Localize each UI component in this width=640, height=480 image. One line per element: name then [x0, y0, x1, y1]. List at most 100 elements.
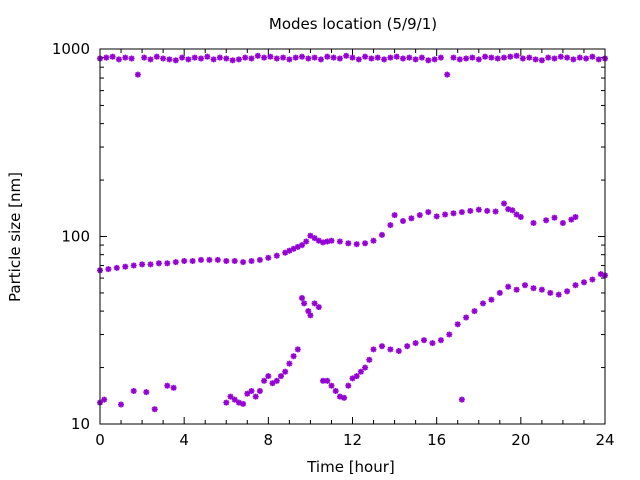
data-point [424, 56, 433, 65]
data-point [563, 287, 571, 296]
data-point [205, 256, 214, 264]
data-point [140, 53, 148, 62]
data-point [354, 55, 363, 64]
data-point [264, 372, 273, 380]
data-point [481, 52, 489, 61]
data-point [129, 387, 138, 395]
data-point [285, 359, 294, 368]
data-points [96, 51, 609, 414]
data-point [556, 52, 565, 61]
data-point [569, 55, 578, 64]
data-point [418, 53, 426, 62]
data-point [169, 383, 178, 392]
data-point [146, 55, 155, 64]
data-point [165, 55, 174, 64]
data-point [222, 54, 231, 63]
data-point [378, 231, 386, 239]
data-point [222, 257, 231, 265]
y-tick-label: 10 [71, 415, 90, 433]
data-point [580, 278, 588, 287]
data-point [214, 256, 222, 264]
data-point [521, 281, 529, 290]
data-point [336, 237, 344, 246]
data-point [327, 236, 336, 245]
x-tick-label: 16 [427, 431, 446, 449]
data-point [230, 395, 239, 404]
data-point [399, 54, 407, 63]
data-point [289, 352, 298, 361]
data-point [466, 207, 475, 215]
y-tick-label: 100 [61, 228, 90, 246]
data-point [491, 207, 500, 216]
data-point [493, 54, 502, 63]
data-point [468, 53, 477, 62]
data-point [415, 211, 424, 219]
data-point [361, 239, 369, 248]
data-point [239, 400, 247, 408]
data-point [230, 257, 239, 265]
data-point [298, 294, 306, 302]
data-point [420, 336, 428, 345]
data-point [588, 275, 597, 284]
data-point [571, 213, 580, 221]
data-point [407, 214, 416, 223]
data-point [373, 53, 382, 62]
data-point [365, 355, 374, 364]
data-point [386, 221, 395, 229]
data-point [235, 55, 243, 64]
data-point [222, 398, 231, 407]
data-point [546, 289, 555, 297]
data-point [159, 54, 167, 63]
data-point [102, 53, 111, 62]
data-point [342, 51, 351, 60]
data-point [571, 281, 580, 290]
data-point [443, 70, 452, 79]
data-point [428, 339, 437, 347]
x-axis-label: Time [hour] [306, 458, 395, 476]
data-point [281, 367, 290, 376]
data-point [474, 55, 483, 64]
data-point [317, 55, 325, 64]
data-point [291, 53, 300, 62]
data-point [272, 54, 281, 63]
data-point [575, 53, 584, 62]
data-point [529, 284, 538, 293]
data-point [298, 52, 306, 61]
data-point [378, 342, 386, 351]
data-point [310, 53, 319, 62]
data-point [178, 53, 186, 62]
data-point [403, 342, 412, 351]
data-point [197, 54, 205, 63]
data-point [188, 257, 197, 265]
data-point [455, 55, 464, 64]
data-point [538, 285, 546, 294]
data-point [542, 216, 550, 225]
data-point [142, 388, 151, 396]
data-point [172, 258, 180, 266]
data-point [184, 55, 193, 64]
data-point [180, 257, 188, 265]
y-axis-label: Particle size [nm] [6, 172, 24, 302]
data-point [134, 70, 142, 79]
data-point [153, 52, 161, 61]
data-point [146, 260, 155, 269]
data-point [361, 52, 369, 61]
data-point [369, 345, 378, 354]
x-tick-label: 0 [95, 431, 105, 449]
data-point [449, 209, 458, 218]
data-point [474, 205, 483, 214]
data-point [550, 213, 559, 222]
data-point [336, 54, 344, 63]
data-point [405, 53, 414, 62]
data-point [437, 53, 445, 62]
data-point [411, 55, 420, 64]
plot-frame [99, 48, 606, 425]
data-point [441, 210, 449, 219]
data-point [172, 56, 180, 65]
data-point [424, 208, 433, 216]
data-point [197, 256, 205, 264]
data-point [256, 387, 264, 395]
data-point [445, 330, 454, 339]
data-point [241, 53, 249, 62]
data-point [115, 55, 123, 64]
